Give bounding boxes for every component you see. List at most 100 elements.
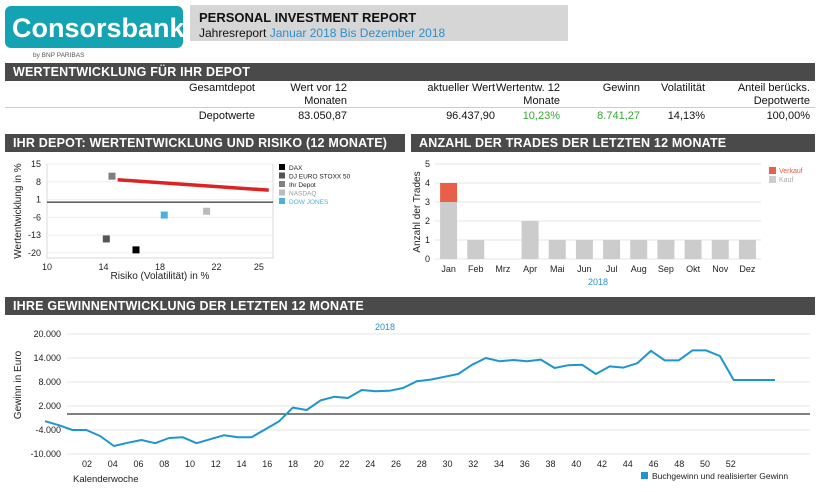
legend-label: Kauf: [779, 177, 793, 184]
x-tick-label: 18: [155, 262, 165, 272]
x-tick-label: Sep: [658, 264, 674, 274]
bar: [603, 240, 621, 259]
x-tick-label: Dez: [739, 264, 756, 274]
bar: [521, 221, 539, 259]
y-axis-label: Gewinn in Euro: [13, 350, 24, 419]
x-tick-label: 02: [82, 459, 92, 469]
table-header: Wert vor 12 Monaten: [290, 82, 347, 107]
legend-swatch: [769, 167, 776, 174]
legend-swatch: [769, 176, 776, 183]
y-tick-label: 15: [31, 159, 41, 169]
x-tick-label: Okt: [686, 264, 701, 274]
table-cell: 96.437,90: [446, 110, 495, 122]
y-tick-label: 0: [425, 254, 430, 264]
x-tick-label: Jan: [441, 264, 456, 274]
scatter-point: [132, 246, 140, 254]
y-tick-label: 8.000: [38, 377, 61, 387]
x-tick-label: 32: [468, 459, 478, 469]
trend-line: [117, 178, 269, 192]
bar: [738, 240, 756, 259]
report-subtitle: Jahresreport Januar 2018 Bis Dezember 20…: [199, 26, 445, 40]
x-tick-label: 22: [339, 459, 349, 469]
legend-swatch: [279, 172, 285, 179]
gain-line-chart: 201820.00014.0008.0002.000-4.000-10.0000…: [13, 322, 810, 485]
table-cell: 10,23%: [522, 110, 560, 122]
scatter-point: [160, 211, 168, 219]
bar: [440, 202, 458, 259]
table-header: Volatilität: [660, 82, 705, 94]
x-tick-label: Jun: [577, 264, 592, 274]
bar: [440, 183, 458, 202]
y-axis-label: Wertentwicklung in %: [13, 163, 24, 259]
section-gain-header: IHRE GEWINNENTWICKLUNG DER LETZTEN 12 MO…: [5, 297, 815, 315]
bar: [630, 240, 648, 259]
x-tick-label: Aug: [631, 264, 647, 274]
x-tick-label: 30: [442, 459, 452, 469]
y-tick-label: -4.000: [35, 425, 61, 435]
x-tick-label: 34: [494, 459, 504, 469]
report-title: PERSONAL INVESTMENT REPORT: [199, 10, 417, 25]
x-axis-label: 2018: [588, 277, 608, 287]
x-tick-label: 26: [391, 459, 401, 469]
x-tick-label: 06: [133, 459, 143, 469]
scatter-point: [102, 235, 110, 243]
x-tick-label: Nov: [712, 264, 729, 274]
x-tick-label: 40: [571, 459, 581, 469]
x-tick-label: 12: [211, 459, 221, 469]
x-tick-label: 52: [726, 459, 736, 469]
logo-subtext: by BNP PARIBAS: [33, 52, 85, 59]
x-tick-label: 22: [211, 262, 221, 272]
scatter-point: [203, 207, 211, 215]
y-axis-label: Anzahl der Trades: [412, 171, 423, 252]
x-tick-label: 14: [98, 262, 108, 272]
table-cell: 100,00%: [766, 110, 810, 122]
section-trades-header: ANZAHL DER TRADES DER LETZTEN 12 MONATE: [411, 134, 815, 152]
x-tick-label: 28: [417, 459, 427, 469]
legend-label: DAX: [289, 165, 303, 172]
y-tick-label: 2: [425, 216, 430, 226]
table-header: Anteil berücks. Depotwerte: [737, 82, 810, 107]
y-tick-label: 1: [36, 195, 41, 205]
table-divider: [5, 107, 815, 108]
x-tick-label: Jul: [606, 264, 618, 274]
logo-text: Consorsbank !: [12, 13, 183, 43]
x-tick-label: 10: [185, 459, 195, 469]
y-tick-label: -13: [28, 230, 41, 240]
x-tick-label: Mrz: [495, 264, 510, 274]
report-subtitle-prefix: Jahresreport: [199, 26, 267, 40]
x-tick-label: 10: [42, 262, 52, 272]
x-tick-label: 50: [700, 459, 710, 469]
table-header: Gesamtdepot: [188, 82, 255, 94]
x-tick-label: Feb: [468, 264, 484, 274]
bar: [657, 240, 675, 259]
x-tick-label: 46: [648, 459, 658, 469]
x-tick-label: 44: [623, 459, 633, 469]
y-tick-label: -6: [33, 212, 41, 222]
report-header: PERSONAL INVESTMENT REPORT Jahresreport …: [190, 5, 568, 41]
section-depot-header: WERTENTWICKLUNG FÜR IHR DEPOT: [5, 63, 815, 81]
x-tick-label: 16: [262, 459, 272, 469]
x-tick-label: Mai: [550, 264, 565, 274]
x-axis-label: Risiko (Volatilität) in %: [111, 271, 210, 282]
x-tick-label: 20: [314, 459, 324, 469]
legend-label: DOW JONES: [289, 199, 329, 206]
x-tick-label: Apr: [523, 264, 537, 274]
table-cell: 8.741,27: [597, 110, 640, 122]
y-tick-label: -20: [28, 248, 41, 258]
bar: [548, 240, 566, 259]
table-header: aktueller Wert: [427, 82, 495, 94]
y-tick-label: 8: [36, 177, 41, 187]
y-tick-label: 5: [425, 159, 430, 169]
y-tick-label: 1: [425, 235, 430, 245]
legend-swatch: [279, 181, 285, 187]
legend-label: Ihr Depot: [289, 182, 316, 189]
chart-title: 2018: [375, 322, 395, 332]
legend-label: DJ EURO STOXX 50: [289, 174, 351, 181]
bar: [575, 240, 593, 259]
table-cell: 14,13%: [667, 110, 705, 122]
bar: [684, 240, 702, 259]
x-tick-label: 36: [520, 459, 530, 469]
trades-bar-chart: 0 1 2 3 4 5 Jan Feb Mrz Apr Mai Jun Jul Aug Sep Okt Nov D…: [412, 159, 803, 287]
x-tick-label: 24: [365, 459, 375, 469]
